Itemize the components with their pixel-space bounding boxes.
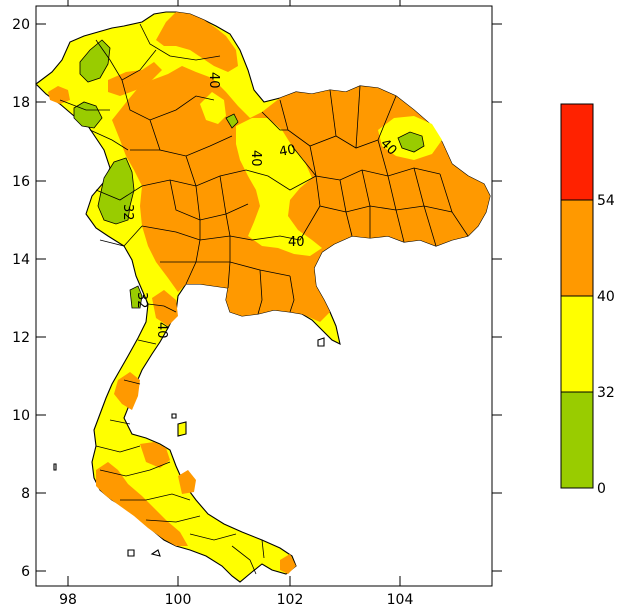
y-tick-label: 20 bbox=[12, 17, 30, 33]
contour-label: 32 bbox=[120, 204, 135, 221]
legend-swatch-40-54 bbox=[560, 199, 594, 297]
x-tick-label: 98 bbox=[59, 592, 77, 608]
region-orange-south1 bbox=[114, 372, 140, 410]
region-orange-south4 bbox=[178, 470, 196, 494]
region-orange-west2 bbox=[152, 290, 178, 326]
region-green-5 bbox=[397, 131, 425, 153]
plot-frame bbox=[35, 5, 493, 587]
region-orange-west bbox=[48, 86, 70, 104]
region-orange-south3 bbox=[140, 442, 170, 468]
region-green-3 bbox=[97, 157, 135, 225]
y-tick-label: 14 bbox=[12, 252, 30, 268]
region-yellow-nw bbox=[200, 92, 226, 124]
legend-label: 32 bbox=[597, 385, 615, 401]
x-axis: 98 100 102 104 bbox=[59, 0, 413, 608]
legend-swatch-54plus bbox=[560, 103, 594, 201]
y-tick-label: 6 bbox=[21, 564, 30, 580]
legend-label: 54 bbox=[597, 193, 615, 209]
y-axis: 20 18 16 14 12 10 8 6 bbox=[12, 17, 502, 580]
x-tick-label: 104 bbox=[387, 592, 414, 608]
legend-swatch-0-32 bbox=[560, 391, 594, 489]
legend-swatch-32-40 bbox=[560, 295, 594, 393]
legend-label: 0 bbox=[597, 481, 606, 497]
contour-label: 40 bbox=[154, 322, 169, 339]
contour-label: 40 bbox=[278, 142, 297, 160]
x-tick-label: 102 bbox=[277, 592, 304, 608]
region-orange-north bbox=[156, 12, 238, 72]
color-legend: 54 40 32 0 bbox=[560, 103, 615, 497]
legend-label: 40 bbox=[597, 289, 615, 305]
region-green-4 bbox=[129, 285, 143, 309]
y-tick-label: 18 bbox=[12, 95, 30, 111]
province-boundaries bbox=[59, 23, 469, 575]
region-green-1 bbox=[79, 39, 111, 83]
x-tick-label: 100 bbox=[165, 592, 192, 608]
region-orange-north2 bbox=[108, 62, 162, 96]
islands bbox=[53, 337, 325, 557]
y-tick-label: 10 bbox=[12, 408, 30, 424]
y-tick-label: 8 bbox=[21, 486, 30, 502]
contour-label: 40 bbox=[248, 150, 263, 167]
region-green-6 bbox=[225, 113, 239, 129]
region-orange-south5 bbox=[280, 554, 296, 574]
region-yellow-central bbox=[236, 118, 322, 256]
y-tick-label: 12 bbox=[12, 330, 30, 346]
region-orange-south2 bbox=[96, 462, 188, 546]
contour-label: 40 bbox=[288, 235, 305, 250]
contour-label: 40 bbox=[206, 72, 221, 89]
contour-label: 32 bbox=[134, 292, 149, 309]
y-tick-label: 16 bbox=[12, 174, 30, 190]
